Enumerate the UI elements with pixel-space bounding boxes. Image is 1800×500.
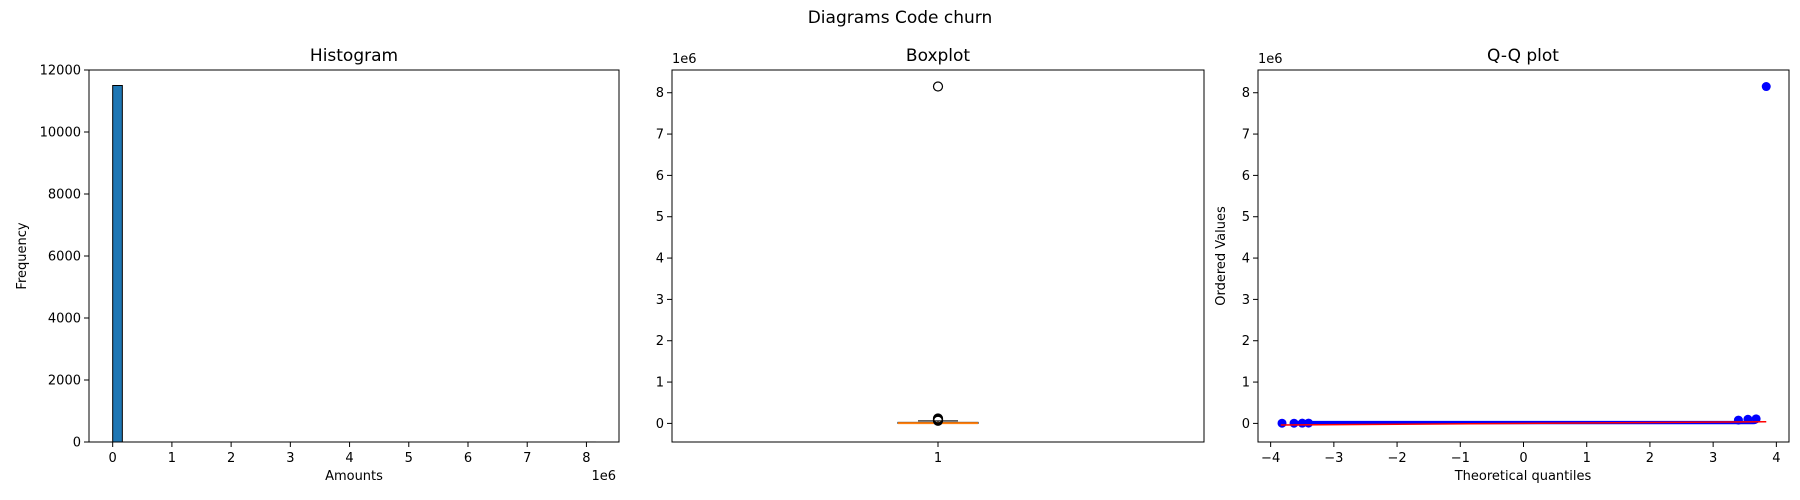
histogram-x-tick-label: 8 <box>582 451 590 466</box>
qq-y-tick-label: 0 <box>1242 417 1250 432</box>
histogram-y-tick-label: 10000 <box>40 126 81 141</box>
histogram-y-tick-label: 6000 <box>48 250 81 265</box>
histogram-x-tick-label: 4 <box>345 451 353 466</box>
histogram-bars <box>112 85 596 443</box>
qq-point <box>1289 418 1299 428</box>
qq-fit-line <box>1280 420 1767 426</box>
histogram-ticks: 0 1 2 3 4 5 6 7 8 0 2000 4000 6000 8000 10000 12000 <box>40 64 591 467</box>
histogram-x-tick-label: 2 <box>227 451 235 466</box>
boxplot-y-tick-label: 4 <box>656 252 664 267</box>
histogram-x-tick-label: 6 <box>464 451 472 466</box>
histogram-y-tick-label: 12000 <box>40 64 81 79</box>
boxplot-y-tick-label: 8 <box>656 86 664 101</box>
boxplot-y-tick-label: 3 <box>656 293 664 308</box>
histogram-y-tick-label: 2000 <box>48 374 81 389</box>
qq-y-tick-label: 8 <box>1242 86 1250 101</box>
qq-x-tick-label: 3 <box>1709 451 1717 466</box>
histogram-y-tick-label: 8000 <box>48 188 81 203</box>
boxplot-ticks: 0 1 2 3 4 5 6 7 8 1 <box>656 86 942 466</box>
qq-x-tick-label: −2 <box>1387 451 1406 466</box>
qq-title: Q-Q plot <box>1487 46 1559 66</box>
boxplot-y-tick-label: 6 <box>656 169 664 184</box>
histogram-frame <box>88 69 620 443</box>
qq-point <box>1277 418 1287 428</box>
boxplot-panel: Boxplot 0 1 2 3 4 5 6 7 8 1 1e6 <box>656 46 1205 466</box>
qq-x-tick-label: −4 <box>1261 451 1280 466</box>
histogram-panel: Histogram 0 1 2 3 4 5 6 7 8 0 2000 4000 6000 8000 1000… <box>15 46 620 484</box>
boxplot-y-tick-label: 2 <box>656 334 664 349</box>
boxplot-body <box>897 81 979 426</box>
qq-y-tick-label: 6 <box>1242 169 1250 184</box>
histogram-x-tick-label: 0 <box>109 451 117 466</box>
qq-marks <box>1277 82 1771 428</box>
histogram-ylabel: Frequency <box>15 222 30 289</box>
histogram-x-tick-label: 5 <box>405 451 413 466</box>
qq-y-tick-label: 7 <box>1242 128 1250 143</box>
boxplot-y-tick-label: 0 <box>656 417 664 432</box>
qq-y-tick-label: 5 <box>1242 210 1250 225</box>
qq-x-tick-label: −1 <box>1451 451 1470 466</box>
qq-panel: Q-Q plot −4 −3 −2 −1 0 1 2 3 4 0 1 2 3 4 5 6 7 8 Theoreti… <box>1214 46 1790 484</box>
qq-x-tick-label: 2 <box>1646 451 1654 466</box>
boxplot-y-tick-label: 5 <box>656 210 664 225</box>
histogram-xlabel: Amounts <box>325 469 383 484</box>
boxplot-y-offset: 1e6 <box>672 52 697 67</box>
qq-point <box>1761 82 1771 92</box>
boxplot-y-tick-label: 1 <box>656 376 664 391</box>
qq-x-tick-label: 0 <box>1519 451 1527 466</box>
qq-ylabel: Ordered Values <box>1214 206 1229 306</box>
histogram-x-offset: 1e6 <box>591 469 616 484</box>
qq-y-tick-label: 4 <box>1242 252 1250 267</box>
qq-point <box>1304 418 1314 428</box>
qq-x-tick-label: −3 <box>1324 451 1343 466</box>
histogram-bar <box>112 85 123 443</box>
qq-x-tick-label: 1 <box>1583 451 1591 466</box>
boxplot-title: Boxplot <box>906 46 971 66</box>
qq-y-tick-label: 3 <box>1242 293 1250 308</box>
histogram-x-tick-label: 1 <box>168 451 176 466</box>
qq-x-tick-label: 4 <box>1772 451 1780 466</box>
figure-title: Diagrams Code churn <box>808 8 993 28</box>
histogram-x-tick-label: 3 <box>286 451 294 466</box>
histogram-x-tick-label: 7 <box>523 451 531 466</box>
qq-ticks: −4 −3 −2 −1 0 1 2 3 4 0 1 2 3 4 5 6 7 8 <box>1242 86 1781 466</box>
boxplot-flier <box>932 413 944 424</box>
boxplot-y-tick-label: 7 <box>656 128 664 143</box>
boxplot-x-tick-label: 1 <box>934 451 942 466</box>
qq-xlabel: Theoretical quantiles <box>1454 469 1592 484</box>
boxplot-frame <box>671 69 1205 443</box>
qq-y-offset: 1e6 <box>1258 52 1283 67</box>
qq-y-tick-label: 1 <box>1242 376 1250 391</box>
qq-frame <box>1257 69 1790 443</box>
qq-point <box>1733 415 1743 425</box>
histogram-y-tick-label: 4000 <box>48 312 81 327</box>
boxplot-flier <box>932 81 944 92</box>
histogram-title: Histogram <box>310 46 398 66</box>
qq-point-band <box>1295 420 1758 425</box>
qq-y-tick-label: 2 <box>1242 334 1250 349</box>
histogram-y-tick-label: 0 <box>73 436 81 451</box>
